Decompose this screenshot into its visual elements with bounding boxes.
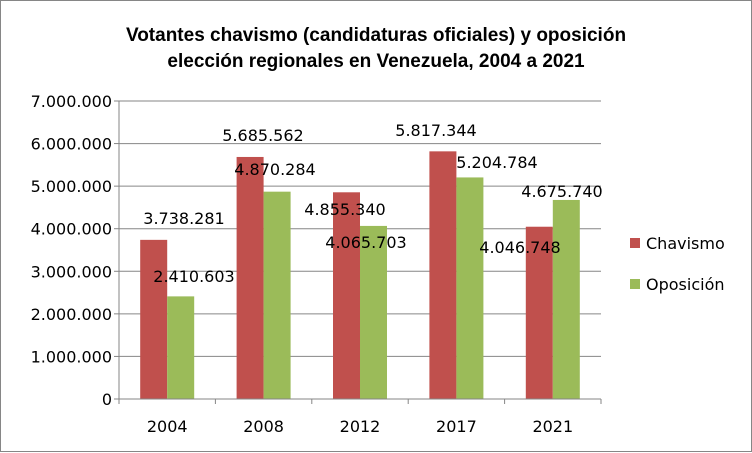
y-tick-label: 3.000.000 [31,262,112,281]
bar-oposicin-2008 [263,191,291,399]
y-tick-label: 6.000.000 [31,135,112,154]
y-tick-label: 5.000.000 [31,177,112,196]
y-tick-label: 2.000.000 [31,305,112,324]
bar-chavismo-2008 [236,156,264,399]
x-tick-label: 2017 [436,417,477,436]
legend-swatch-chavismo [630,238,640,248]
x-axis: 2004 2008 2012 2017 2021 [118,398,602,436]
chart-title-line2: elección regionales en Venezuela, 2004 a… [167,51,585,72]
data-label-chavismo-2017: 5.817.344 [395,121,476,140]
chart-title-line1: Votantes chavismo (candidaturas oficiale… [126,25,626,46]
y-axis: 0 1.000.000 2.000.000 3.000.000 4.000.000 5.0… [31,92,120,409]
data-label-chavismo-2021: 4.046.748 [479,238,560,257]
data-label-oposicin-2008: 4.870.284 [234,160,315,179]
bar-oposicin-2012 [360,225,387,399]
legend: Chavismo Oposición [630,234,725,294]
bar-chavismo-2021 [525,226,553,399]
data-label-chavismo-2004: 3.738.281 [143,209,224,228]
bar-oposicin-2021 [552,199,580,399]
data-label-chavismo-2008: 5.685.562 [222,126,303,145]
data-label-chavismo-2012: 4.855.340 [304,200,385,219]
y-tick-label: 7.000.000 [31,92,112,111]
legend-label-chavismo: Chavismo [646,234,725,253]
bar-oposicin-2017 [456,177,484,399]
bar-chavismo-2017 [429,151,457,399]
data-labels: 3.738.281 5.685.562 4.855.340 5.817.344 4.04… [143,121,602,286]
x-tick-label: 2021 [532,417,573,436]
data-label-oposicin-2004: 2.410.603 [153,267,234,286]
x-tick-label: 2008 [243,417,284,436]
x-tick-label: 2012 [340,417,381,436]
legend-swatch-oposicion [630,279,640,289]
y-tick-label: 0 [102,390,112,409]
bars [140,151,580,399]
bar-oposicin-2004 [167,296,195,399]
y-tick-label: 4.000.000 [31,220,112,239]
y-tick-label: 1.000.000 [31,347,112,366]
x-tick-label: 2004 [147,417,188,436]
data-label-oposicin-2012: 4.065.703 [325,233,406,252]
data-label-oposicin-2021: 4.675.740 [521,182,602,201]
legend-label-oposicion: Oposición [646,275,725,294]
bar-chavismo-2004 [140,239,168,399]
bar-chavismo-2012 [333,192,360,399]
data-label-oposicin-2017: 5.204.784 [456,153,537,172]
